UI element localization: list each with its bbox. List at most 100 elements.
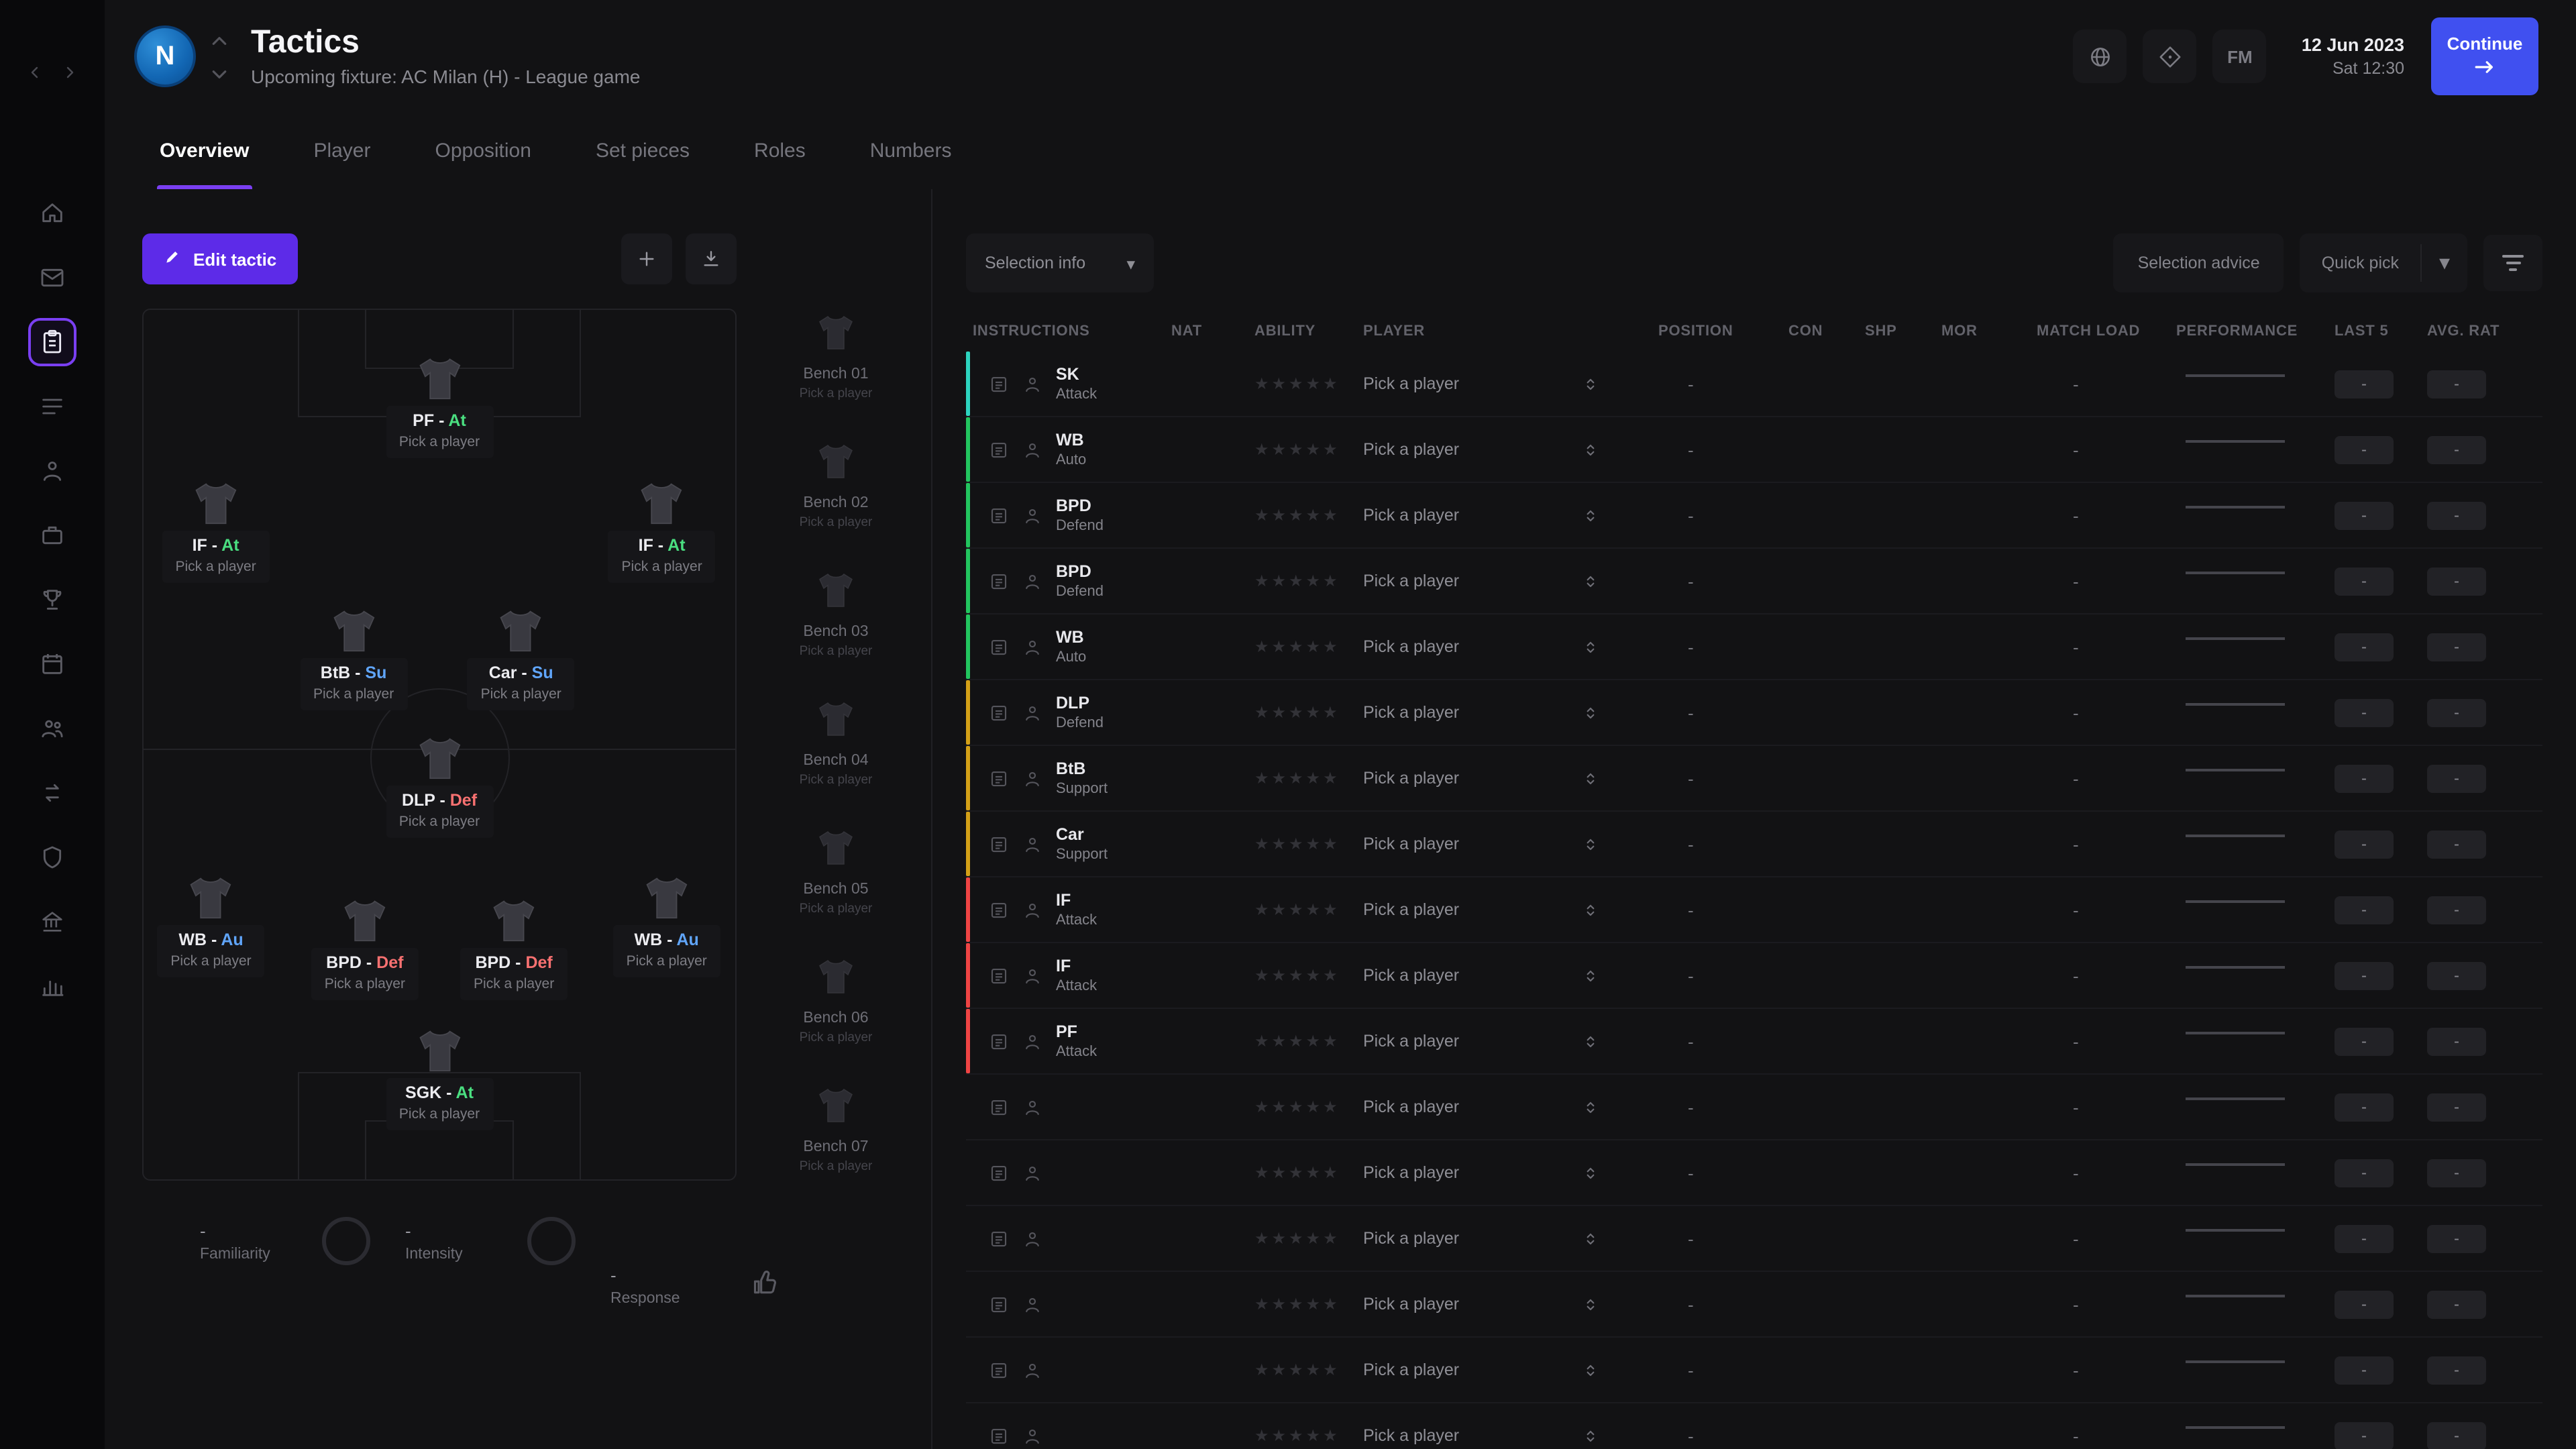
player-sort-icon[interactable]: [1582, 1230, 1599, 1247]
player-sort-icon[interactable]: [1582, 506, 1599, 524]
sidebar-item-club[interactable]: [32, 708, 72, 749]
sidebar-item-finances[interactable]: [32, 902, 72, 942]
sidebar-item-inbox[interactable]: [32, 258, 72, 298]
pick-player[interactable]: Pick a player: [1363, 440, 1460, 459]
position-slot[interactable]: Car - Su Pick a player: [467, 606, 575, 711]
col-match-load[interactable]: MATCH LOAD: [2037, 323, 2141, 339]
instructions-icon[interactable]: [989, 1294, 1009, 1314]
tab-numbers[interactable]: Numbers: [869, 140, 952, 162]
player-sort-icon[interactable]: [1582, 441, 1599, 458]
tab-opposition[interactable]: Opposition: [435, 140, 531, 162]
back-icon[interactable]: [27, 64, 43, 80]
tab-roles[interactable]: Roles: [754, 140, 806, 162]
position-slot[interactable]: BPD - Def Pick a player: [460, 896, 568, 1000]
instructions-icon[interactable]: [989, 505, 1009, 525]
col-nat[interactable]: NAT: [1171, 323, 1202, 339]
chevron-down-icon[interactable]: [212, 61, 227, 85]
position-slot[interactable]: WB - Au Pick a player: [157, 873, 265, 978]
position-slot[interactable]: DLP - Def Pick a player: [385, 734, 494, 839]
sidebar-item-staff[interactable]: [32, 515, 72, 555]
pick-player-placeholder[interactable]: Pick a player: [324, 975, 405, 992]
table-row[interactable]: IF Attack ★★★★★ Pick a player -: [966, 943, 2542, 1009]
position-slot[interactable]: IF - At Pick a player: [162, 478, 270, 583]
player-sort-icon[interactable]: [1582, 1361, 1599, 1379]
player-sort-icon[interactable]: [1582, 1098, 1599, 1116]
player-sort-icon[interactable]: [1582, 1164, 1599, 1181]
table-row[interactable]: Car Support ★★★★★ Pick a player -: [966, 812, 2542, 877]
position-slot[interactable]: SGK - At Pick a player: [385, 1026, 494, 1131]
bench-slot[interactable]: Bench 06 Pick a player: [774, 957, 898, 1045]
instructions-icon[interactable]: [989, 637, 1009, 657]
col-player[interactable]: PLAYER: [1363, 323, 1426, 339]
col-con[interactable]: CON: [1788, 323, 1823, 339]
pick-player-placeholder[interactable]: Pick a player: [398, 1106, 480, 1123]
tab-player[interactable]: Player: [313, 140, 371, 162]
pick-player[interactable]: Pick a player: [1363, 572, 1460, 590]
instructions-icon[interactable]: [989, 768, 1009, 788]
instructions-icon[interactable]: [989, 1228, 1009, 1248]
edit-tactic-button[interactable]: Edit tactic: [142, 233, 299, 284]
forward-icon[interactable]: [62, 64, 78, 80]
pick-player[interactable]: Pick a player: [1363, 703, 1460, 722]
bench-slot[interactable]: Bench 05 Pick a player: [774, 828, 898, 916]
sidebar-item-tactics[interactable]: [28, 318, 76, 366]
player-sort-icon[interactable]: [1582, 901, 1599, 918]
bench-slot[interactable]: Bench 01 Pick a player: [774, 313, 898, 401]
instructions-icon[interactable]: [989, 1163, 1009, 1183]
pick-player[interactable]: Pick a player: [1363, 637, 1460, 656]
instructions-icon[interactable]: [989, 439, 1009, 460]
player-sort-icon[interactable]: [1582, 1295, 1599, 1313]
position-slot[interactable]: BtB - Su Pick a player: [299, 606, 408, 711]
pick-player-placeholder[interactable]: Pick a player: [398, 434, 480, 451]
sidebar-item-transfers[interactable]: [32, 773, 72, 813]
sidebar-item-training[interactable]: [32, 451, 72, 491]
sidebar-item-schedule[interactable]: [32, 644, 72, 684]
sidebar-item-competitions[interactable]: [32, 580, 72, 620]
pick-player-placeholder[interactable]: Pick a player: [313, 686, 394, 703]
pick-player-placeholder[interactable]: Pick a player: [398, 814, 480, 830]
table-row[interactable]: ★★★★★ Pick a player - - -: [966, 1403, 2542, 1449]
table-row[interactable]: ★★★★★ Pick a player - - -: [966, 1272, 2542, 1338]
col-performance[interactable]: PERFORMANCE: [2176, 323, 2298, 339]
col-last5[interactable]: LAST 5: [2334, 323, 2389, 339]
pick-player[interactable]: Pick a player: [1363, 1163, 1460, 1182]
table-row[interactable]: WB Auto ★★★★★ Pick a player -: [966, 417, 2542, 483]
player-sort-icon[interactable]: [1582, 1032, 1599, 1050]
instructions-icon[interactable]: [989, 1360, 1009, 1380]
selection-advice-button[interactable]: Selection advice: [2113, 233, 2284, 292]
bench-slot[interactable]: Bench 07 Pick a player: [774, 1085, 898, 1174]
player-sort-icon[interactable]: [1582, 769, 1599, 787]
instructions-icon[interactable]: [989, 965, 1009, 985]
pick-player-placeholder[interactable]: Pick a player: [175, 558, 256, 575]
player-sort-icon[interactable]: [1582, 572, 1599, 590]
chevron-down-icon[interactable]: ▾: [2438, 252, 2451, 275]
player-sort-icon[interactable]: [1582, 704, 1599, 721]
instructions-icon[interactable]: [989, 900, 1009, 920]
pick-player[interactable]: Pick a player: [1363, 966, 1460, 985]
table-row[interactable]: ★★★★★ Pick a player - - -: [966, 1075, 2542, 1140]
table-row[interactable]: SK Attack ★★★★★ Pick a player -: [966, 352, 2542, 417]
pick-player[interactable]: Pick a player: [1363, 769, 1460, 788]
sidebar-item-analysis[interactable]: [32, 966, 72, 1006]
pick-player-placeholder[interactable]: Pick a player: [474, 975, 555, 992]
table-row[interactable]: PF Attack ★★★★★ Pick a player -: [966, 1009, 2542, 1075]
continue-button[interactable]: Continue: [2431, 17, 2538, 95]
pick-player[interactable]: Pick a player: [1363, 1360, 1460, 1379]
table-row[interactable]: ★★★★★ Pick a player - - -: [966, 1338, 2542, 1403]
table-row[interactable]: BPD Defend ★★★★★ Pick a player -: [966, 549, 2542, 614]
download-tactic-button[interactable]: [686, 233, 737, 284]
position-slot[interactable]: WB - Au Pick a player: [612, 873, 720, 978]
bench-slot[interactable]: Bench 04 Pick a player: [774, 699, 898, 788]
globe-icon[interactable]: [2073, 30, 2127, 83]
instructions-icon[interactable]: [989, 1031, 1009, 1051]
chevron-up-icon[interactable]: [212, 28, 227, 52]
sidebar-item-squad[interactable]: [32, 386, 72, 427]
pick-player[interactable]: Pick a player: [1363, 374, 1460, 393]
pick-player-placeholder[interactable]: Pick a player: [480, 686, 561, 703]
table-row[interactable]: ★★★★★ Pick a player - - -: [966, 1206, 2542, 1272]
sidebar-item-vision[interactable]: [32, 837, 72, 877]
table-row[interactable]: BPD Defend ★★★★★ Pick a player -: [966, 483, 2542, 549]
player-sort-icon[interactable]: [1582, 638, 1599, 655]
tab-set-pieces[interactable]: Set pieces: [595, 140, 690, 162]
table-row[interactable]: ★★★★★ Pick a player - - -: [966, 1140, 2542, 1206]
